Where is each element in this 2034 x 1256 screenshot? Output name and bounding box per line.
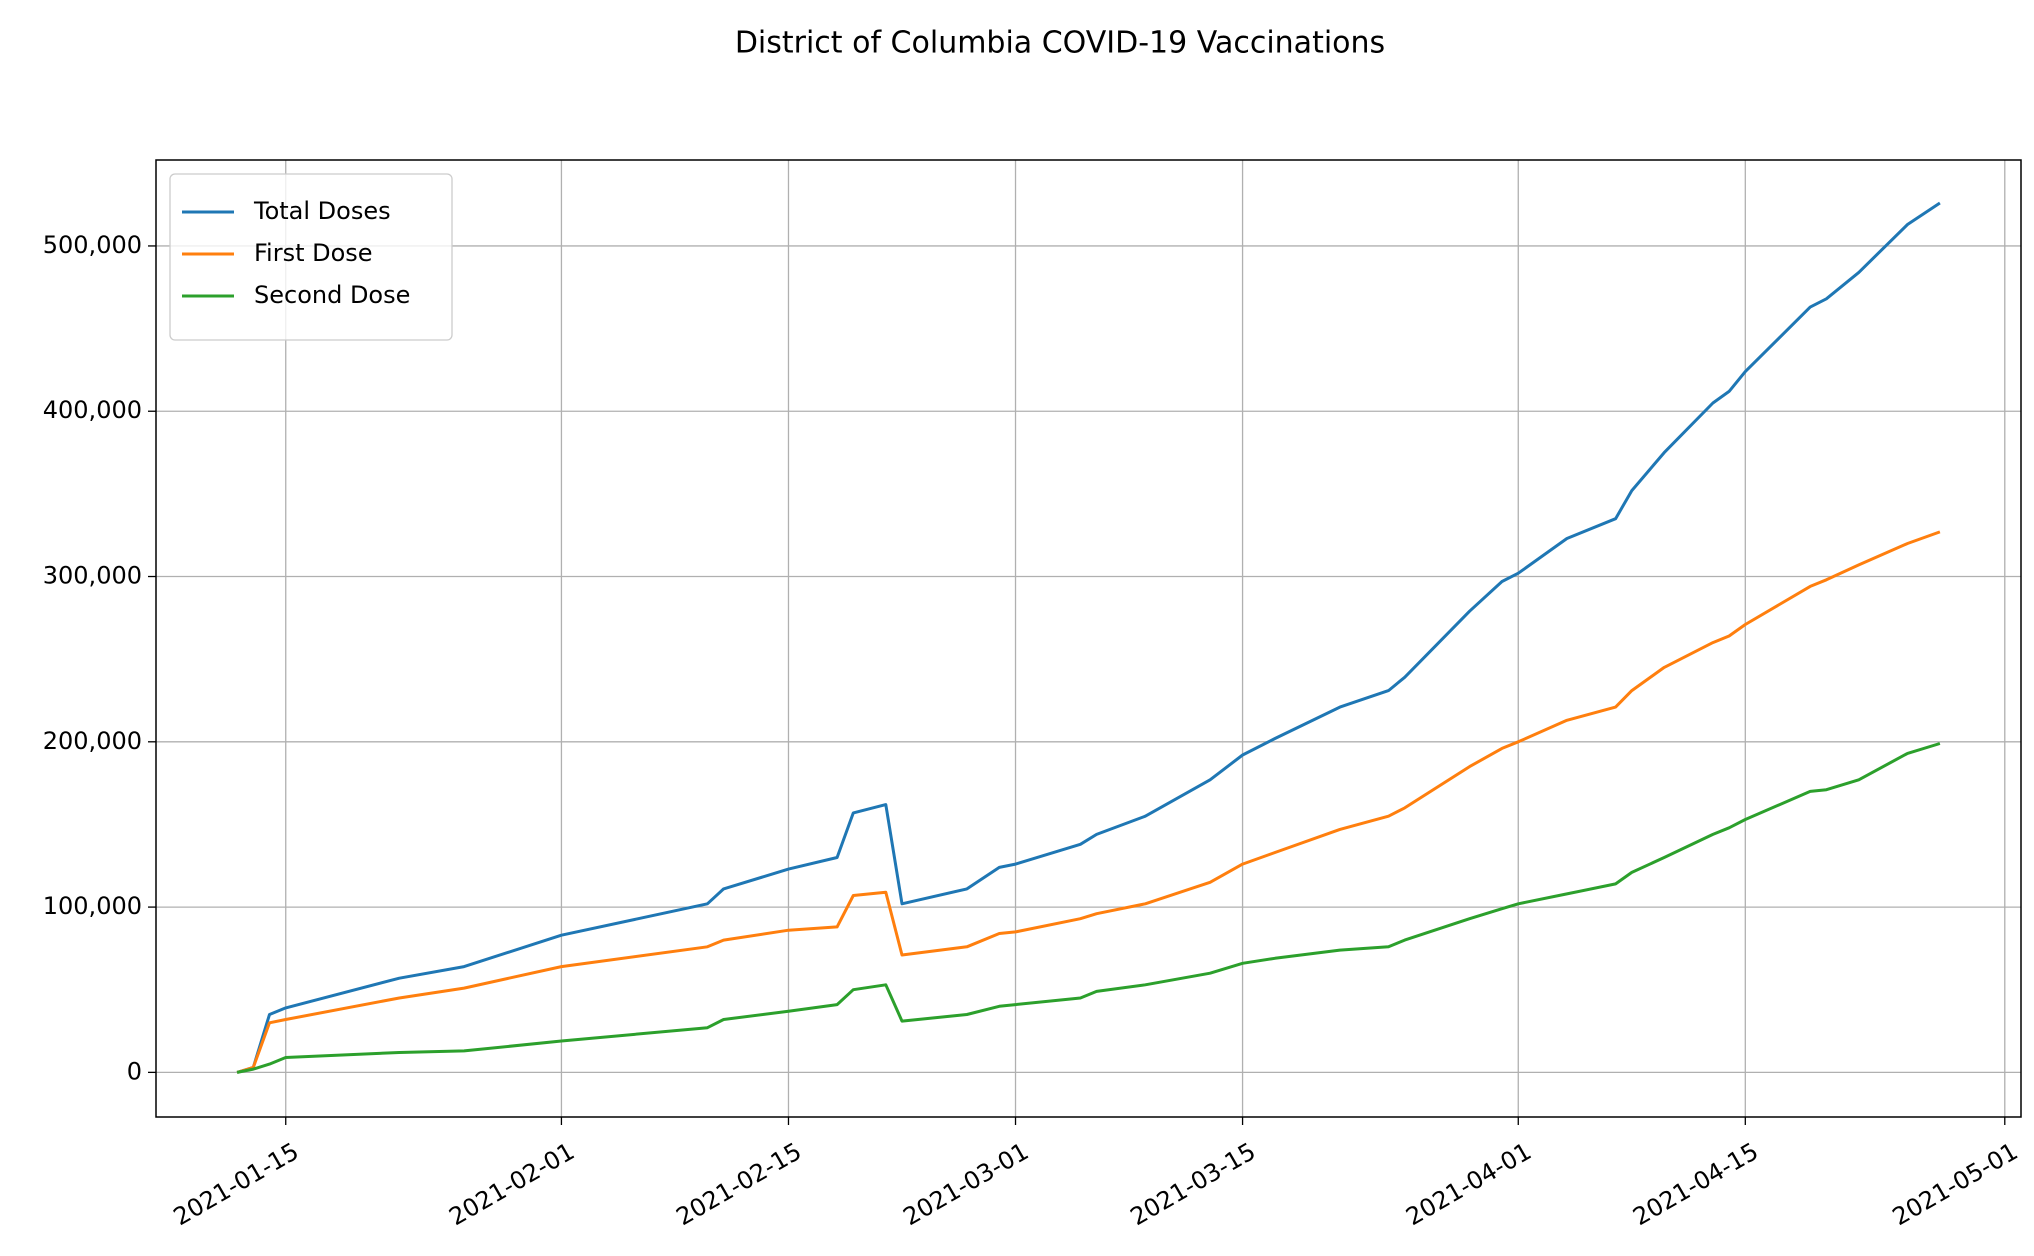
legend-label: Second Dose [254,281,410,309]
chart-title: District of Columbia COVID-19 Vaccinatio… [735,26,1385,61]
x-tick-label: 2021-04-15 [1628,1137,1763,1231]
y-tick-label: 500,000 [43,231,142,259]
plot-frame [155,159,2022,1118]
y-tick-label: 100,000 [43,892,142,920]
x-tick-label: 2021-02-01 [444,1137,579,1231]
line-series [236,201,1941,1074]
legend-label: First Dose [254,239,373,267]
legend-box [169,173,453,341]
y-tick-label: 300,000 [43,562,142,590]
x-tick-label: 2021-01-15 [169,1137,304,1231]
line-series [236,742,1941,1074]
line-series [236,530,1941,1074]
legend-label: Total Doses [253,197,391,225]
x-tick-label: 2021-05-01 [1888,1137,2023,1231]
legend: Total Doses First Dose Second Dose [169,173,453,341]
y-tick-label: 400,000 [43,396,142,424]
y-tick-label: 0 [127,1057,142,1085]
x-tick-label: 2021-04-01 [1401,1137,1536,1231]
x-tick-label: 2021-02-15 [671,1137,806,1231]
x-tick-label: 2021-03-01 [899,1137,1034,1231]
y-tick-label: 200,000 [43,727,142,755]
x-tick-label: 2021-03-15 [1126,1137,1261,1231]
